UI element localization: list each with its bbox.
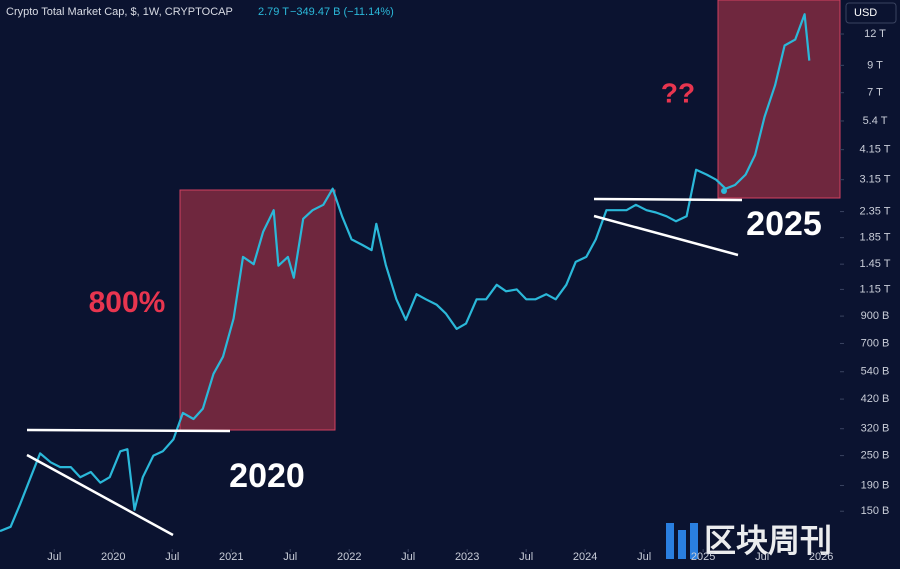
x-tick-label: 2025: [691, 551, 715, 563]
y-tick-label: 900 B: [861, 310, 890, 322]
trend-lines: [26, 197, 743, 537]
y-tick-label: 150 B: [861, 505, 890, 517]
logo-bar: [666, 523, 674, 559]
chart-title: Crypto Total Market Cap, $, 1W, CRYPTOCA…: [6, 6, 233, 18]
x-tick-label: Jul: [283, 551, 297, 563]
y-tick-label: 250 B: [861, 450, 890, 462]
trend-line: [593, 197, 743, 202]
x-tick-label: 2021: [219, 551, 243, 563]
x-tick-label: 2020: [101, 551, 125, 563]
x-tick-label: 2024: [573, 551, 597, 563]
x-tick-label: Jul: [519, 551, 533, 563]
y-tick-label: 2.35 T: [860, 205, 891, 217]
x-tick-label: 2022: [337, 551, 361, 563]
highlight-box: [717, 0, 841, 199]
y-tick-label: 1.85 T: [860, 232, 891, 244]
y-tick-label: 700 B: [861, 337, 890, 349]
currency-box: [845, 2, 897, 24]
y-tick-label: 420 B: [861, 393, 890, 405]
y-tick-label: 7 T: [867, 87, 883, 99]
y-tick-label: 5.4 T: [863, 115, 888, 127]
change: −349.47 B (−11.14%): [290, 6, 394, 18]
x-tick-label: 2023: [455, 551, 479, 563]
y-tick-label: 190 B: [861, 479, 890, 491]
x-tick-label: Jul: [401, 551, 415, 563]
y-tick-label: 9 T: [867, 59, 883, 71]
y-tick-label: 4.15 T: [860, 144, 891, 156]
annotation: 2020: [229, 457, 305, 495]
annotation: ??: [661, 77, 695, 108]
x-tick-label: Jul: [47, 551, 61, 563]
x-tick-label: Jul: [165, 551, 179, 563]
currency: USD: [854, 7, 877, 19]
y-tick-label: 12 T: [864, 28, 886, 40]
trend-line: [26, 453, 174, 537]
x-tick-label: 2026: [809, 551, 833, 563]
y-tick-label: 320 B: [861, 423, 890, 435]
watermark-text: 区块周刊: [704, 522, 832, 558]
y-tick-label: 1.15 T: [860, 283, 891, 295]
watermark: 区块周刊: [666, 522, 832, 559]
price-line: [0, 13, 811, 533]
y-tick-label: 1.45 T: [860, 258, 891, 270]
trend-line: [593, 214, 739, 257]
x-tick-label: Jul: [755, 551, 769, 563]
last-value: 2.79 T: [258, 6, 289, 18]
annotation: 2025: [746, 205, 822, 243]
y-tick-label: 540 B: [861, 366, 890, 378]
logo-bar: [678, 530, 686, 559]
highlight-box: [179, 189, 336, 431]
x-tick-label: Jul: [637, 551, 651, 563]
plot: [0, 13, 844, 552]
annotation: 800%: [89, 286, 166, 319]
logo-bar: [690, 523, 698, 559]
trend-line: [26, 428, 231, 433]
marker-dot: [721, 188, 727, 194]
y-tick-label: 3.15 T: [860, 174, 891, 186]
